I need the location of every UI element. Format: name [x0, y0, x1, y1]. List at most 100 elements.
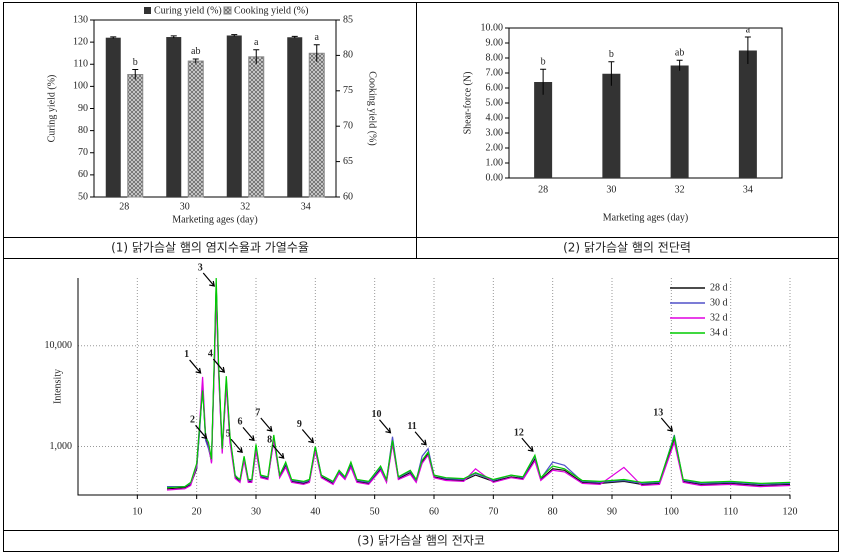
- y-tick-label: 6.00: [486, 82, 504, 93]
- peak-label: 11: [407, 421, 416, 432]
- y-tick-label: 80: [78, 125, 88, 136]
- x-tick-label: 60: [429, 506, 439, 517]
- peak-label: 6: [238, 417, 243, 428]
- x-tick-label: 30: [606, 184, 616, 195]
- legend-label: 30 d: [710, 297, 728, 308]
- peak-label: 13: [653, 407, 663, 418]
- y-axis-label: Curing yield (%): [46, 75, 57, 143]
- bar: [738, 50, 757, 178]
- significance-label: ab: [675, 48, 684, 59]
- x-tick-label: 28: [538, 184, 548, 195]
- legend-label: Curing yield (%): [154, 5, 222, 16]
- y-tick-label: 3.00: [486, 127, 504, 138]
- y-tick-label: 60: [78, 169, 88, 180]
- peak-label: 5: [226, 429, 231, 440]
- significance-label: b: [133, 57, 138, 68]
- peak-label: 1: [184, 349, 189, 360]
- x-tick-label: 110: [723, 506, 738, 517]
- error-bar: [676, 59, 683, 71]
- x-tick-label: 20: [192, 506, 202, 517]
- y-tick-label: 10.00: [481, 22, 504, 33]
- bar: [534, 82, 553, 178]
- error-bar: [313, 44, 320, 62]
- peak-arrow: [230, 438, 243, 454]
- y-axis-label: Intensity: [52, 369, 63, 404]
- legend-swatch: [223, 6, 232, 15]
- error-bar: [608, 61, 615, 86]
- peak-label: 10: [371, 409, 381, 420]
- caption: (2) 닭가슴살 햄의 전단력: [563, 241, 691, 255]
- peak-arrow: [195, 424, 208, 440]
- x-tick-label: 32: [240, 201, 250, 212]
- peak-arrow: [301, 429, 315, 444]
- plot-area: [166, 278, 790, 491]
- y2-tick-label: 70: [343, 120, 353, 131]
- x-tick-label: 100: [664, 506, 679, 517]
- x-tick-label: 10: [132, 506, 142, 517]
- bar: [287, 37, 303, 197]
- x-tick-label: 70: [488, 506, 498, 517]
- legend-label: 28 d: [710, 282, 728, 293]
- x-tick-label: 40: [310, 506, 320, 517]
- x-tick-label: 32: [675, 184, 685, 195]
- series-line: [167, 287, 790, 488]
- y-tick-label: 50: [78, 191, 88, 202]
- peak-arrow: [660, 417, 674, 432]
- y2-tick-label: 85: [343, 14, 353, 25]
- y-tick-label: 130: [73, 14, 88, 25]
- peak-arrow: [272, 444, 285, 459]
- y-tick-label: 1,000: [50, 441, 73, 452]
- peak-arrow: [212, 358, 226, 373]
- y-tick-label: 120: [73, 36, 88, 47]
- axis-line: [77, 278, 790, 496]
- series-line: [166, 278, 790, 489]
- y-tick-label: 110: [73, 59, 88, 70]
- series-line: [166, 297, 790, 491]
- y-tick-label: 4.00: [486, 112, 504, 123]
- significance-label: a: [254, 37, 259, 48]
- y-tick-label: 2.00: [486, 142, 504, 153]
- x-tick-label: 50: [370, 506, 380, 517]
- y-tick-label: 1.00: [486, 157, 504, 168]
- error-bar: [744, 36, 751, 64]
- x-tick-label: 28: [119, 201, 129, 212]
- peak-label: 3: [198, 262, 203, 273]
- significance-label: ab: [191, 46, 200, 57]
- y-tick-label: 10,000: [45, 340, 73, 351]
- bar: [226, 35, 242, 197]
- error-bar: [231, 34, 238, 37]
- peak-arrow: [379, 419, 392, 434]
- y2-tick-label: 80: [343, 50, 353, 61]
- y-tick-label: 70: [78, 147, 88, 158]
- bar: [602, 73, 621, 178]
- peak-label: 2: [190, 415, 195, 426]
- x-tick-label: 30: [180, 201, 190, 212]
- error-bar: [132, 69, 139, 80]
- peak-arrow: [242, 426, 255, 442]
- x-tick-label: 34: [301, 201, 311, 212]
- error-bar: [291, 35, 298, 39]
- bar: [308, 52, 325, 198]
- peak-arrow: [521, 437, 534, 452]
- error-bar: [253, 49, 260, 64]
- error-bar: [170, 35, 177, 39]
- y2-axis-label: Cooking yield (%): [367, 71, 378, 145]
- peak-label: 4: [208, 348, 213, 359]
- x-tick-label: 30: [251, 506, 261, 517]
- x-tick-label: 120: [783, 506, 798, 517]
- peak-label: 7: [255, 407, 260, 418]
- outer-frame: [3, 2, 839, 552]
- series-line: [166, 285, 790, 490]
- peak-label: 9: [297, 419, 302, 430]
- significance-label: b: [541, 57, 546, 68]
- legend-label: Cooking yield (%): [234, 5, 308, 16]
- bar: [670, 65, 689, 178]
- bar: [166, 37, 182, 197]
- error-bar: [192, 58, 199, 64]
- error-bar: [540, 68, 547, 95]
- y2-tick-label: 75: [343, 85, 353, 96]
- y-tick-label: 9.00: [486, 37, 504, 48]
- peak-arrow: [189, 359, 202, 374]
- x-tick-label: 34: [743, 184, 753, 195]
- bar: [248, 56, 265, 198]
